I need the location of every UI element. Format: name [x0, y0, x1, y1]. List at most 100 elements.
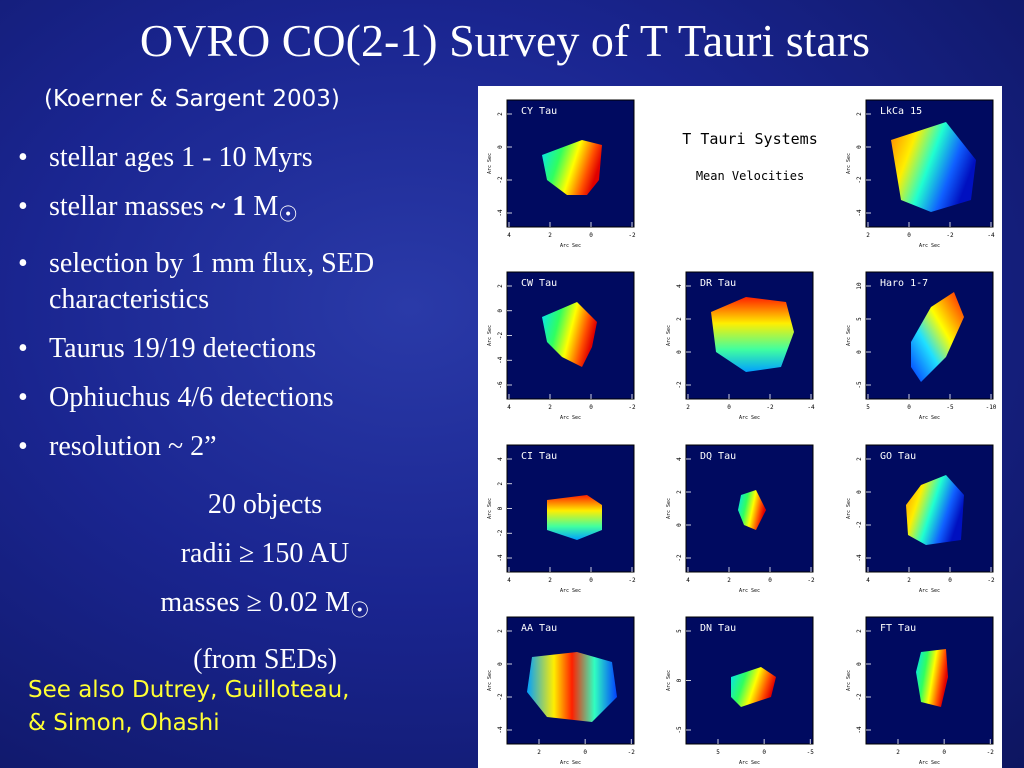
x-tick-label: -5 [807, 749, 815, 756]
y-tick-label: 0 [856, 490, 863, 494]
panel-label: DR Tau [700, 278, 736, 289]
x-tick-label: 4 [507, 404, 511, 411]
x-axis-label: Arc Sec [560, 760, 581, 766]
y-tick-label: 0 [856, 145, 863, 149]
panel-label: GO Tau [880, 451, 916, 462]
y-tick-label: 2 [676, 490, 683, 494]
y-tick-label: 5 [676, 629, 683, 633]
y-tick-label: 2 [856, 112, 863, 116]
y-axis-label: Arc Sec [666, 498, 672, 519]
footnote-line: See also Dutrey, Guilloteau, [28, 677, 350, 703]
x-tick-label: -10 [986, 404, 997, 411]
panel-label: CI Tau [521, 451, 557, 462]
x-tick-label: 0 [583, 749, 587, 756]
x-tick-label: -2 [628, 749, 636, 756]
y-tick-label: 0 [856, 662, 863, 666]
slide-title: OVRO CO(2-1) Survey of T Tauri stars [139, 15, 871, 66]
subtitle: (Koerner & Sargent 2003) [44, 86, 340, 112]
y-tick-label: -2 [856, 176, 863, 184]
figure-title: T Tauri Systems [682, 130, 817, 148]
x-tick-label: 0 [948, 577, 952, 584]
panel-label: FT Tau [880, 623, 916, 634]
y-tick-label: 2 [497, 112, 504, 116]
y-tick-label: -2 [497, 176, 504, 184]
x-axis-label: Arc Sec [919, 415, 940, 421]
x-tick-label: -4 [807, 404, 815, 411]
y-tick-label: -2 [497, 529, 504, 537]
y-axis-label: Arc Sec [846, 325, 852, 346]
figure: T Tauri Systems Mean Velocities CY Tau 2 0 -2… [478, 86, 1002, 768]
bullet-bold: ~ 1 [210, 191, 247, 222]
velocity-map [542, 140, 602, 195]
bullet: selection by 1 mm flux, SED characterist… [14, 246, 464, 318]
bullet-text: Taurus 19/19 detections [49, 332, 317, 364]
x-axis-label: Arc Sec [739, 415, 760, 421]
x-tick-label: -5 [946, 404, 954, 411]
x-tick-label: 4 [507, 577, 511, 584]
y-tick-label: -2 [856, 693, 863, 701]
bullet: Taurus 19/19 detections [14, 331, 464, 367]
x-axis-label: Arc Sec [919, 760, 940, 766]
x-tick-label: -4 [987, 232, 995, 239]
bullet: stellar ages 1 - 10 Myrs [14, 140, 464, 176]
summary-text: masses ≥ 0.02 M [160, 587, 350, 618]
panel-label: CW Tau [521, 278, 557, 289]
y-tick-label: -5 [856, 381, 863, 389]
bullet-text: stellar masses [49, 191, 211, 222]
y-tick-label: 2 [676, 317, 683, 321]
panel-label: CY Tau [521, 106, 557, 117]
y-tick-label: 0 [676, 523, 683, 527]
y-tick-label: -4 [497, 726, 504, 734]
y-axis-label: Arc Sec [487, 670, 493, 691]
summary-line: radii ≥ 150 AU [180, 538, 350, 569]
x-tick-label: -2 [987, 577, 995, 584]
y-tick-label: 0 [497, 145, 504, 149]
x-tick-label: -2 [628, 232, 636, 239]
bullet-unit: M [246, 191, 279, 222]
bullet-text: selection by 1 mm flux, SED characterist… [49, 247, 375, 315]
sun-symbol: ☉ [349, 597, 370, 623]
panel-label: DN Tau [700, 623, 736, 634]
bullet: resolution ~ 2” [14, 429, 464, 465]
velocity-map [731, 667, 776, 707]
x-axis-label: Arc Sec [739, 760, 760, 766]
x-tick-label: -2 [628, 577, 636, 584]
velocity-map [547, 495, 602, 540]
x-tick-label: 0 [907, 404, 911, 411]
velocity-map [891, 122, 976, 212]
summary: 20 objects radii ≥ 150 AU masses ≥ 0.02 … [60, 480, 470, 684]
y-tick-label: 5 [856, 317, 863, 321]
y-tick-label: -4 [497, 209, 504, 217]
x-tick-label: 5 [866, 404, 870, 411]
figure-subtitle: Mean Velocities [696, 169, 804, 183]
x-axis-label: Arc Sec [560, 243, 581, 249]
x-tick-label: 0 [907, 232, 911, 239]
y-tick-label: 4 [676, 457, 683, 461]
panel-label: DQ Tau [700, 451, 736, 462]
velocity-map [906, 475, 964, 545]
y-tick-label: 2 [497, 629, 504, 633]
x-tick-label: -2 [946, 232, 954, 239]
x-tick-label: 0 [589, 404, 593, 411]
x-tick-label: -2 [987, 749, 995, 756]
x-tick-label: 4 [507, 232, 511, 239]
y-tick-label: -2 [497, 332, 504, 340]
x-axis-label: Arc Sec [560, 415, 581, 421]
y-tick-label: 2 [497, 284, 504, 288]
y-tick-label: -2 [676, 381, 683, 389]
y-tick-label: -5 [676, 726, 683, 734]
x-tick-label: 0 [589, 232, 593, 239]
y-tick-label: -4 [497, 356, 504, 364]
y-axis-label: Arc Sec [487, 498, 493, 519]
x-tick-label: 0 [762, 749, 766, 756]
bullet-text: Ophiuchus 4/6 detections [49, 381, 334, 413]
y-axis-label: Arc Sec [846, 153, 852, 174]
y-tick-label: 0 [676, 350, 683, 354]
velocity-map [738, 490, 766, 530]
x-tick-label: 2 [896, 749, 900, 756]
plot-area [506, 99, 635, 228]
bullet-text: stellar ages 1 - 10 Myrs [49, 142, 313, 173]
summary-line: 20 objects [207, 489, 323, 520]
footnote-line: & Simon, Ohashi [28, 710, 220, 736]
velocity-map [527, 652, 617, 722]
